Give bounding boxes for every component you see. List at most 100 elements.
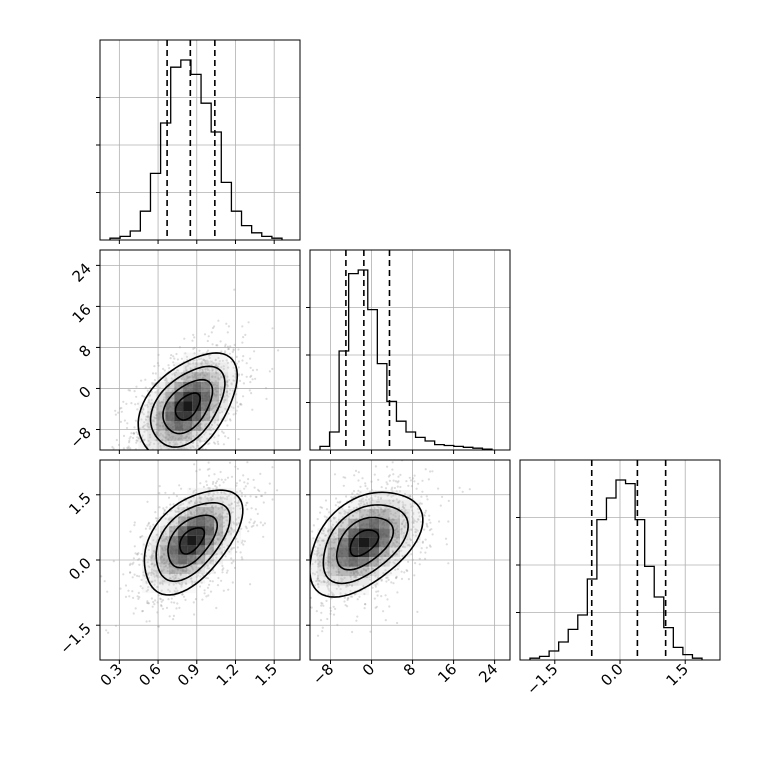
density-block	[317, 585, 328, 596]
scatter-point	[211, 360, 214, 363]
scatter-point	[362, 585, 365, 588]
scatter-point	[146, 588, 150, 592]
scatter-point	[184, 582, 187, 585]
scatter-point	[306, 550, 308, 552]
scatter-point	[135, 395, 138, 398]
scatter-point	[249, 357, 252, 360]
scatter-point	[150, 555, 153, 558]
scatter-point	[230, 382, 233, 385]
scatter-point	[256, 524, 259, 527]
scatter-point	[315, 553, 318, 556]
scatter-point	[151, 452, 153, 454]
scatter-point	[220, 392, 223, 395]
scatter-point	[193, 359, 196, 362]
scatter-point	[425, 546, 428, 549]
scatter-point	[195, 575, 198, 579]
scatter-point	[260, 494, 264, 498]
scatter-point	[305, 536, 307, 538]
scatter-point	[208, 369, 211, 372]
scatter-point	[153, 579, 157, 582]
scatter-point	[192, 601, 195, 604]
density-block	[138, 421, 148, 431]
scatter-point	[201, 428, 204, 431]
scatter-point	[411, 517, 415, 520]
scatter-point	[224, 419, 227, 422]
scatter-point	[321, 539, 324, 542]
scatter-point	[195, 359, 199, 362]
scatter-point	[233, 500, 236, 504]
scatter-point	[204, 360, 207, 363]
scatter-point	[244, 333, 247, 336]
histogram-1-frame	[309, 249, 511, 451]
scatter-point	[200, 362, 203, 365]
density-block	[219, 352, 229, 363]
scatter-point	[206, 586, 210, 589]
scatter-point	[218, 547, 221, 550]
scatter-point	[317, 579, 321, 582]
scatter-point	[193, 346, 196, 349]
scatter-point	[374, 606, 377, 609]
scatter-point	[235, 355, 238, 358]
scatter-point	[240, 491, 243, 495]
scatter-point	[216, 496, 219, 499]
scatter-point	[191, 581, 194, 584]
scatter-point	[412, 511, 415, 514]
scatter-point	[142, 407, 145, 411]
scatter-point	[267, 548, 269, 550]
histogram-2-xtick-label: −1.5	[523, 660, 561, 698]
density-block	[187, 554, 197, 565]
scatter-point	[392, 494, 395, 497]
scatter-point	[146, 389, 149, 392]
scatter-point	[223, 395, 226, 398]
scatter-point	[381, 557, 384, 560]
scatter-point	[136, 595, 139, 598]
scatter-point	[224, 343, 227, 346]
scatter-point	[391, 461, 394, 464]
scatter-point	[243, 481, 246, 484]
scatter-point	[359, 502, 363, 505]
scatter-point	[348, 505, 351, 508]
scatter-point	[212, 427, 215, 430]
scatter-point	[156, 585, 159, 588]
scatter-point	[322, 580, 325, 583]
scatter-point	[212, 492, 215, 495]
scatter-point	[162, 512, 165, 515]
density-block	[205, 516, 215, 527]
density-block	[201, 391, 211, 402]
density-block	[196, 507, 206, 517]
scatter-point	[321, 602, 324, 605]
scatter-point	[198, 451, 200, 453]
scatter-point	[413, 520, 416, 523]
density-block	[151, 526, 161, 536]
scatter-point	[189, 363, 192, 366]
scatter-point	[343, 596, 346, 599]
scatter-point	[188, 462, 190, 464]
scatter-point	[123, 452, 125, 454]
scatter-point	[147, 465, 149, 467]
scatter-point	[339, 592, 342, 595]
scatter-point	[124, 584, 128, 587]
scatter-point	[391, 490, 394, 493]
scatter-point	[153, 565, 156, 568]
scatter-point	[400, 528, 403, 531]
scatter-point	[192, 333, 195, 336]
scatter-point	[392, 473, 395, 476]
scatter-point	[216, 419, 220, 422]
scatter-point	[208, 467, 211, 470]
density-block	[232, 507, 242, 517]
scatter-point	[140, 553, 143, 556]
scatter-point	[185, 369, 188, 372]
scatter-point	[229, 532, 232, 535]
scatter-point	[219, 394, 222, 397]
scatter-point	[276, 608, 278, 610]
scatter-point	[138, 496, 140, 498]
scatter-point	[165, 506, 168, 509]
scatter-point	[148, 444, 151, 447]
grid-lines	[554, 460, 686, 660]
scatter-point	[252, 478, 255, 481]
scatter-point	[194, 581, 197, 584]
scatter-point	[237, 516, 240, 519]
scatter-point	[341, 521, 345, 524]
scatter-point	[388, 507, 391, 510]
density-block	[205, 487, 215, 498]
